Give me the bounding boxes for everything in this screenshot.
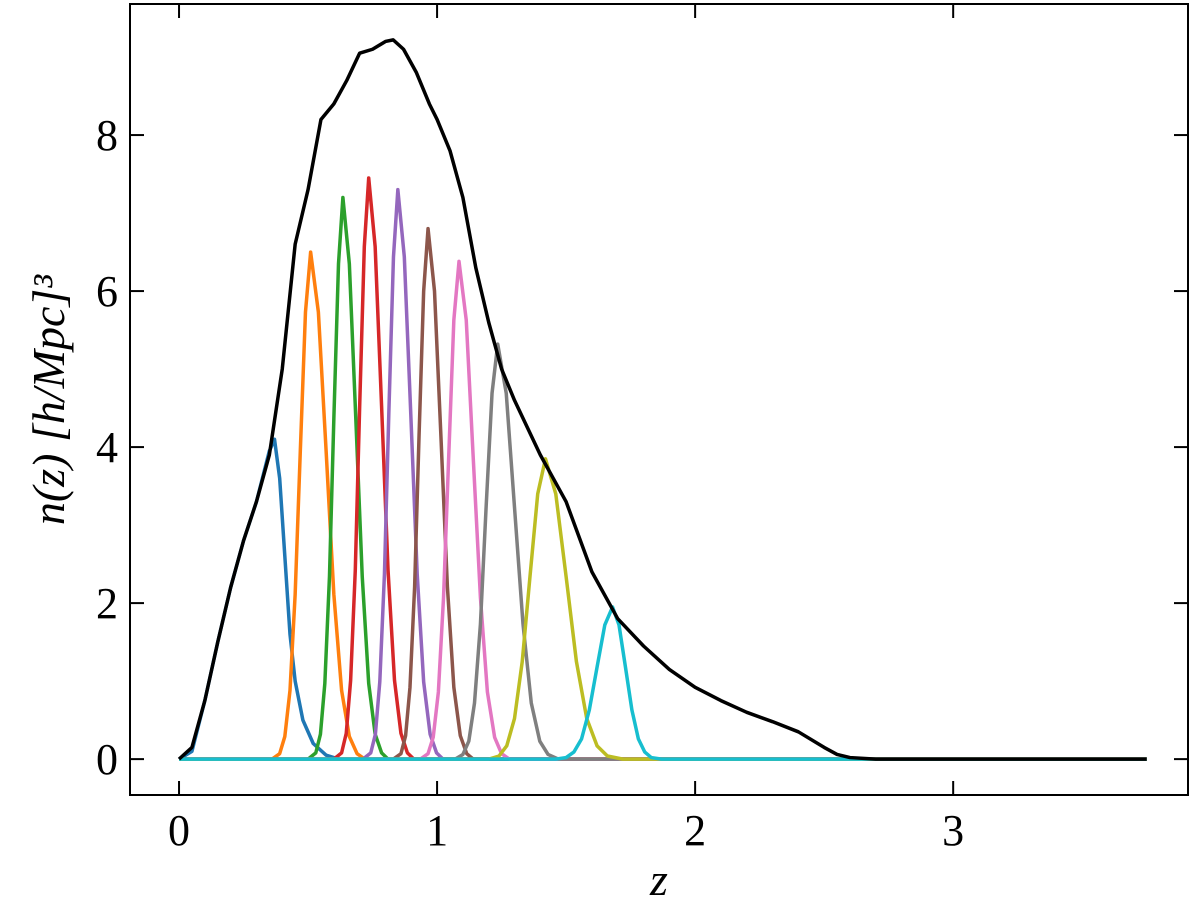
line [179, 259, 1147, 761]
y-tick-label: 8 [96, 111, 118, 160]
x-tick-label: 0 [168, 806, 190, 855]
y-tick-label: 0 [96, 735, 118, 784]
plot-frame [129, 3, 1189, 796]
x-tick-label: 1 [426, 806, 448, 855]
line [177, 38, 1147, 761]
line [179, 457, 1147, 761]
plot-area [177, 38, 1147, 761]
y-tick-label: 4 [96, 423, 118, 472]
y-tick-label: 2 [96, 579, 118, 628]
line [179, 226, 1147, 761]
line [179, 250, 1147, 761]
x-tick-label: 3 [942, 806, 964, 855]
y-axis-label: n(z) [h/Mpc]³ [23, 274, 74, 525]
line [179, 342, 1147, 761]
x-axis-label: z [649, 854, 668, 905]
y-tick-label: 6 [96, 267, 118, 316]
line [179, 195, 1147, 761]
x-tick-label: 2 [684, 806, 706, 855]
